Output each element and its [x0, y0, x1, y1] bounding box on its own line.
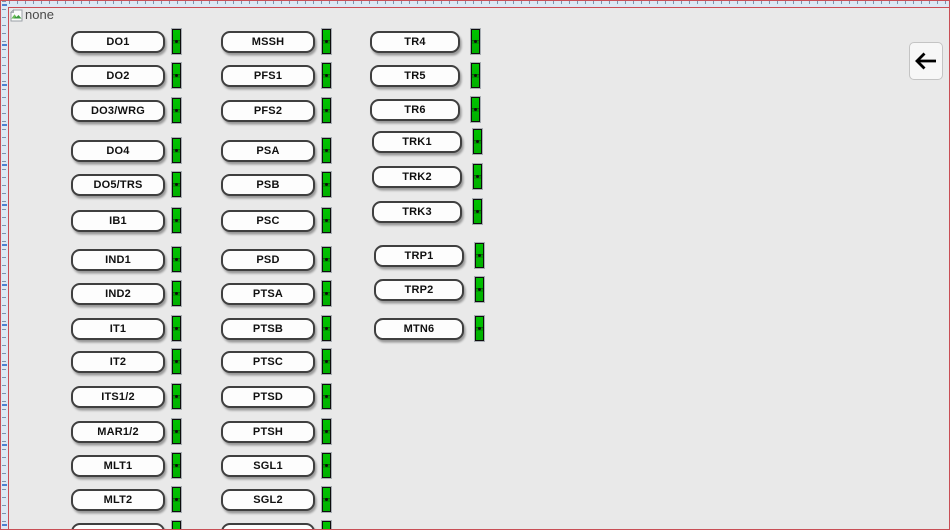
broken-image-icon — [10, 8, 23, 22]
status-indicator-ind2 — [172, 281, 181, 306]
panel-canvas — [8, 7, 949, 529]
device-button-mssh[interactable]: MSSH — [221, 31, 315, 53]
status-indicator-do3-wrg — [172, 98, 181, 123]
device-button-ptsb[interactable]: PTSB — [221, 318, 315, 340]
device-button-ptsc[interactable]: PTSC — [221, 351, 315, 373]
status-indicator-its1-2 — [172, 384, 181, 409]
status-indicator-do5-trs — [172, 172, 181, 197]
status-indicator-ind1 — [172, 247, 181, 272]
status-indicator-mar1-2 — [172, 419, 181, 444]
status-indicator-psc — [322, 208, 331, 233]
device-button-psd[interactable]: PSD — [221, 249, 315, 271]
status-indicator-psb — [322, 172, 331, 197]
device-button-psa[interactable]: PSA — [221, 140, 315, 162]
device-button-ptsa[interactable]: PTSA — [221, 283, 315, 305]
status-indicator-ptsd — [322, 384, 331, 409]
status-indicator-ib1 — [172, 208, 181, 233]
device-button-psb[interactable]: PSB — [221, 174, 315, 196]
back-button[interactable] — [909, 42, 943, 80]
device-button-do2[interactable]: DO2 — [71, 65, 165, 87]
status-indicator-tr4 — [471, 29, 480, 54]
status-indicator-mlt1 — [172, 453, 181, 478]
device-button-sgl1[interactable]: SGL1 — [221, 455, 315, 477]
status-indicator-sgl2 — [322, 487, 331, 512]
left-arrow-icon — [914, 51, 938, 71]
device-button-ind1[interactable]: IND1 — [71, 249, 165, 271]
device-button-mtn6[interactable]: MTN6 — [374, 318, 464, 340]
status-indicator-do2 — [172, 63, 181, 88]
device-button-partial[interactable] — [221, 523, 315, 529]
device-button-do4[interactable]: DO4 — [71, 140, 165, 162]
device-button-trk2[interactable]: TRK2 — [372, 166, 462, 188]
device-button-it1[interactable]: IT1 — [71, 318, 165, 340]
device-button-tr6[interactable]: TR6 — [370, 99, 460, 121]
status-indicator-mssh — [322, 29, 331, 54]
status-indicator-do1 — [172, 29, 181, 54]
status-indicator-mlt2 — [172, 487, 181, 512]
status-indicator-psd — [322, 247, 331, 272]
device-button-trk3[interactable]: TRK3 — [372, 201, 462, 223]
status-indicator-trp1 — [475, 243, 484, 268]
device-button-trk1[interactable]: TRK1 — [372, 131, 462, 153]
status-indicator-mtn6 — [475, 316, 484, 341]
status-indicator-trk3 — [473, 199, 482, 224]
status-indicator-tr6 — [471, 97, 480, 122]
device-button-do1[interactable]: DO1 — [71, 31, 165, 53]
status-indicator-ptsh — [322, 419, 331, 444]
device-button-pfs1[interactable]: PFS1 — [221, 65, 315, 87]
device-button-it2[interactable]: IT2 — [71, 351, 165, 373]
vertical-ruler — [1, 1, 8, 529]
device-button-ptsd[interactable]: PTSD — [221, 386, 315, 408]
device-button-its1-2[interactable]: ITS1/2 — [71, 386, 165, 408]
device-button-ptsh[interactable]: PTSH — [221, 421, 315, 443]
status-indicator-trk2 — [473, 164, 482, 189]
device-button-do3-wrg[interactable]: DO3/WRG — [71, 100, 165, 122]
status-indicator-pfs1 — [322, 63, 331, 88]
device-button-sgl2[interactable]: SGL2 — [221, 489, 315, 511]
device-button-mlt1[interactable]: MLT1 — [71, 455, 165, 477]
status-indicator-do4 — [172, 138, 181, 163]
status-indicator-trk1 — [473, 129, 482, 154]
device-button-ind2[interactable]: IND2 — [71, 283, 165, 305]
device-button-mar1-2[interactable]: MAR1/2 — [71, 421, 165, 443]
image-placeholder: none — [10, 8, 54, 22]
status-indicator-it1 — [172, 316, 181, 341]
device-button-trp2[interactable]: TRP2 — [374, 279, 464, 301]
device-button-do5-trs[interactable]: DO5/TRS — [71, 174, 165, 196]
device-button-trp1[interactable]: TRP1 — [374, 245, 464, 267]
status-indicator-ptsc — [322, 349, 331, 374]
status-indicator-psa — [322, 138, 331, 163]
status-indicator-it2 — [172, 349, 181, 374]
status-indicator-sgl1 — [322, 453, 331, 478]
device-button-partial[interactable] — [71, 523, 165, 529]
device-button-tr5[interactable]: TR5 — [370, 65, 460, 87]
device-button-psc[interactable]: PSC — [221, 210, 315, 232]
device-button-mlt2[interactable]: MLT2 — [71, 489, 165, 511]
status-indicator-trp2 — [475, 277, 484, 302]
status-indicator-partial — [172, 521, 181, 529]
status-indicator-ptsb — [322, 316, 331, 341]
placeholder-label: none — [25, 7, 54, 22]
device-button-tr4[interactable]: TR4 — [370, 31, 460, 53]
horizontal-ruler — [1, 1, 949, 7]
status-indicator-tr5 — [471, 63, 480, 88]
status-indicator-pfs2 — [322, 98, 331, 123]
device-button-ib1[interactable]: IB1 — [71, 210, 165, 232]
device-button-pfs2[interactable]: PFS2 — [221, 100, 315, 122]
status-indicator-partial — [322, 521, 331, 529]
status-indicator-ptsa — [322, 281, 331, 306]
